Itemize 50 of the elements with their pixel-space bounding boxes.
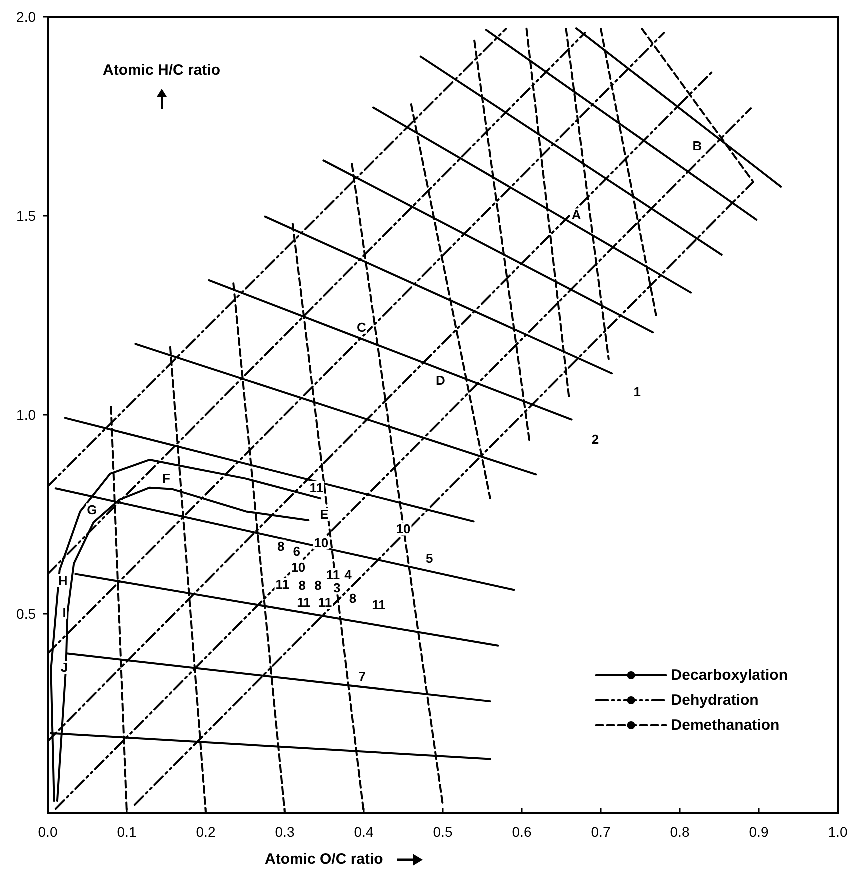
- annotation: 11: [297, 594, 311, 610]
- x-tick-label: 0.4: [354, 824, 374, 840]
- annotation: B: [692, 138, 702, 154]
- annotation: J: [60, 660, 68, 676]
- annotation: 11: [310, 480, 324, 496]
- legend-label: Demethanation: [671, 717, 780, 734]
- x-tick-label: 0.0: [38, 824, 58, 840]
- annotation: H: [58, 573, 68, 588]
- x-tick-label: 0.6: [512, 824, 532, 840]
- annotation: 5: [426, 551, 434, 566]
- annotation: C: [356, 320, 367, 335]
- annotation: A: [572, 208, 582, 223]
- y-tick-label: 1.0: [16, 407, 36, 423]
- x-tick-label: 0.7: [591, 824, 611, 840]
- annotation: F: [162, 471, 171, 486]
- annotation: 11: [326, 567, 340, 582]
- annotation: 11: [318, 594, 332, 610]
- x-tick-label: 0.1: [117, 824, 137, 840]
- y-tick-label: 0.5: [16, 606, 36, 622]
- y-axis-title: Atomic H/C ratio: [103, 62, 221, 79]
- annotation: 4: [344, 567, 353, 582]
- x-tick-label: 0.3: [275, 824, 295, 840]
- x-axis-title: Atomic O/C ratio: [265, 851, 384, 868]
- y-tick-label: 1.5: [16, 208, 36, 224]
- x-tick-label: 1.0: [828, 824, 848, 840]
- y-tick-label: 2.0: [16, 9, 36, 25]
- legend-label: Dehydration: [671, 692, 759, 709]
- legend-label: Decarboxylation: [671, 667, 788, 684]
- annotation: G: [87, 502, 98, 518]
- annotation: I: [62, 604, 66, 620]
- annotation: 1: [634, 384, 641, 400]
- annotation: 10: [291, 560, 306, 575]
- annotation: 8: [349, 590, 357, 606]
- annotation: D: [436, 372, 446, 388]
- x-tick-label: 0.9: [749, 824, 769, 840]
- annotation: 7: [358, 668, 366, 684]
- annotation: 8: [298, 578, 306, 593]
- annotation: 10: [314, 536, 329, 551]
- annotation: 2: [592, 432, 600, 447]
- annotation: E: [320, 507, 330, 522]
- annotation: 8: [314, 578, 322, 593]
- x-tick-label: 0.8: [670, 824, 690, 840]
- x-tick-label: 0.5: [433, 824, 453, 840]
- annotation: 3: [334, 580, 341, 596]
- x-tick-label: 0.2: [196, 824, 216, 840]
- annotation: 11: [276, 577, 290, 592]
- annotation: 11: [372, 598, 386, 613]
- annotation: 10: [396, 522, 411, 537]
- annotation: 6: [293, 544, 300, 560]
- annotation: 8: [277, 538, 285, 554]
